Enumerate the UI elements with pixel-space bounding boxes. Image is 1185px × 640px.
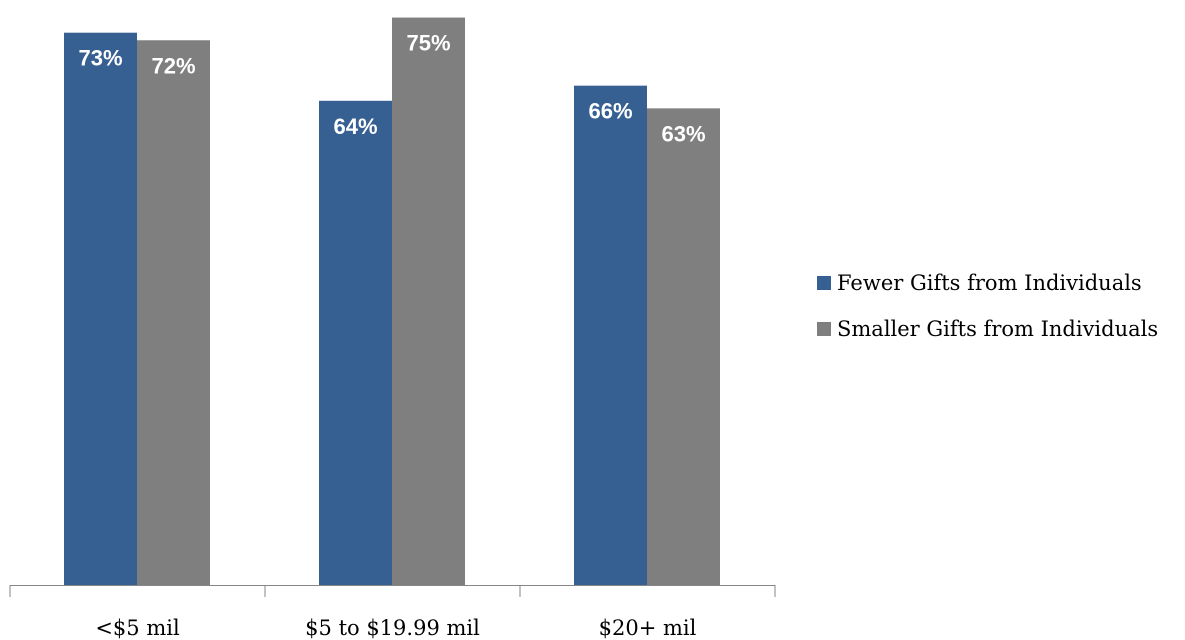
data-label: 73% [78, 46, 122, 71]
bar-smaller-gifts-0 [137, 40, 210, 585]
bars-layer [64, 17, 720, 586]
legend-label-1: Smaller Gifts from Individuals [837, 317, 1158, 341]
bar-smaller-gifts-2 [647, 108, 720, 586]
data-label: 63% [661, 121, 705, 146]
data-label: 72% [151, 53, 195, 78]
legend-swatch-1 [817, 322, 831, 336]
bar-smaller-gifts-1 [392, 17, 465, 585]
x-tick-label: $5 to $19.99 mil [305, 616, 480, 640]
bar-fewer-gifts-1 [319, 100, 392, 585]
data-label: 66% [588, 99, 632, 124]
bar-fewer-gifts-0 [64, 32, 137, 585]
data-label: 64% [333, 114, 377, 139]
legend-swatch-0 [817, 276, 831, 290]
x-axis: <$5 mil $5 to $19.99 mil $20+ mil [9, 585, 776, 640]
data-labels-layer: 73% 64% 66% 72% 75% 63% [78, 31, 705, 147]
bar-fewer-gifts-2 [574, 85, 647, 585]
legend-label-0: Fewer Gifts from Individuals [837, 271, 1142, 295]
data-label: 75% [406, 31, 450, 56]
legend: Fewer Gifts from Individuals Smaller Gift… [817, 271, 1158, 341]
x-tick-label: $20+ mil [599, 616, 697, 640]
x-tick-label: <$5 mil [95, 616, 180, 640]
